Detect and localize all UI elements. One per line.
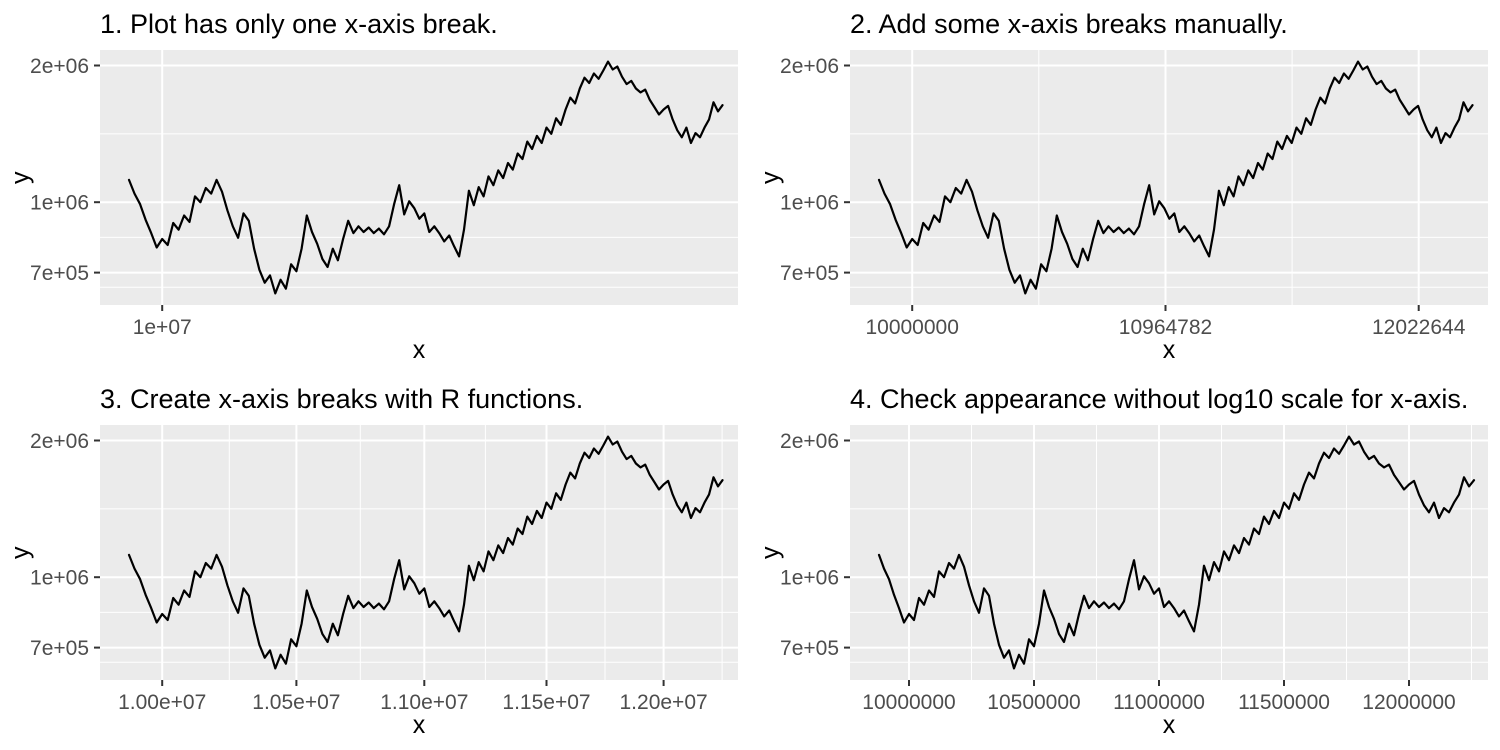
x-tick-label: 1.10e+07 — [380, 691, 468, 714]
series-line — [877, 435, 1476, 670]
y-tick-label: 7e+05 — [780, 637, 839, 660]
series-line — [127, 60, 724, 295]
y-tick-label: 1e+06 — [30, 192, 89, 215]
x-tick-label: 1e+07 — [133, 316, 192, 339]
panel-1: 1. Plot has only one x-axis break. y 1e+… — [0, 0, 750, 375]
plot-area-svg: 10000000 10500000 11000000 11500000 12000000… — [780, 425, 1488, 714]
x-tick-label: 1.15e+07 — [502, 691, 590, 714]
panel-background — [100, 50, 738, 305]
y-tick-label: 1e+06 — [780, 192, 839, 215]
y-tick-label: 2e+06 — [30, 430, 89, 453]
panel-background — [850, 50, 1488, 305]
panel-title: 1. Plot has only one x-axis break. — [100, 9, 498, 39]
y-tick-label: 1e+06 — [30, 567, 89, 590]
x-tick-label: 12000000 — [1362, 691, 1455, 714]
x-tick-label: 1.05e+07 — [252, 691, 340, 714]
x-axis-title: x — [412, 336, 426, 364]
panel-3: 3. Create x-axis breaks with R functions… — [0, 375, 750, 750]
panel-title: 2. Add some x-axis breaks manually. — [850, 9, 1288, 39]
y-tick-label: 7e+05 — [780, 262, 839, 285]
panel-4: 4. Check appearance without log10 scale … — [750, 375, 1500, 750]
x-tick-label: 10964782 — [1119, 316, 1212, 339]
series-line — [877, 60, 1474, 295]
x-tick-label: 1.20e+07 — [620, 691, 708, 714]
panel-background — [100, 425, 738, 680]
x-axis-title: x — [1162, 336, 1176, 364]
y-tick-label: 2e+06 — [780, 55, 839, 78]
plot-area-svg: 10000000 10964782 12022644 7e+05 1e+06 2e+06 — [780, 50, 1488, 339]
y-tick-label: 7e+05 — [30, 637, 89, 660]
plot-area-svg: 1e+07 7e+05 1e+06 2e+06 — [30, 50, 738, 339]
x-tick-label: 10000000 — [862, 691, 955, 714]
y-tick-label: 2e+06 — [30, 55, 89, 78]
x-tick-label: 1.00e+07 — [118, 691, 206, 714]
x-tick-label: 10000000 — [865, 316, 958, 339]
plot-area-svg: 1.00e+07 1.05e+07 1.10e+07 1.15e+07 1.20e+07… — [30, 425, 738, 714]
x-tick-label: 11500000 — [1238, 691, 1330, 714]
x-tick-label: 10500000 — [987, 691, 1080, 714]
x-tick-label: 12022644 — [1372, 316, 1466, 339]
series-line — [127, 435, 724, 670]
y-tick-label: 2e+06 — [780, 430, 839, 453]
panel-title: 4. Check appearance without log10 scale … — [850, 384, 1469, 414]
x-tick-label: 11000000 — [1113, 691, 1205, 714]
panel-background — [850, 425, 1488, 680]
y-tick-label: 7e+05 — [30, 262, 89, 285]
x-axis-title: x — [412, 711, 426, 739]
panel-title: 3. Create x-axis breaks with R functions… — [100, 384, 584, 414]
y-tick-label: 1e+06 — [780, 567, 839, 590]
x-axis-title: x — [1162, 711, 1176, 739]
panel-2: 2. Add some x-axis breaks manually. y 10… — [750, 0, 1500, 375]
